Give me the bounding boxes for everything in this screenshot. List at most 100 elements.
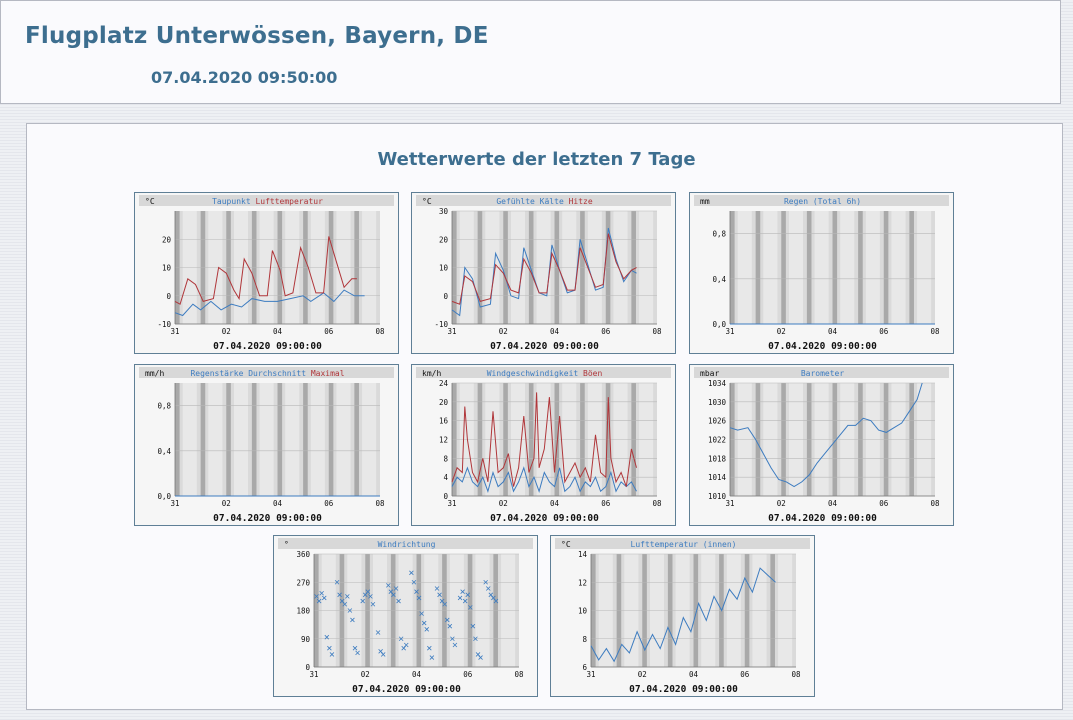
data-point xyxy=(416,595,422,601)
chart-title-part: Regenstärke Durchschnitt xyxy=(190,369,306,378)
night-band xyxy=(251,383,257,496)
data-point xyxy=(429,655,435,660)
day-band xyxy=(763,211,778,324)
y-tick-label: 8 xyxy=(582,635,587,644)
day-band xyxy=(208,383,223,496)
y-tick-label: 12 xyxy=(578,578,587,587)
x-tick-label: 31 xyxy=(725,499,734,508)
chart-title-bar xyxy=(555,538,810,549)
y-tick-label: 20 xyxy=(439,398,449,407)
night-band xyxy=(175,383,180,496)
x-tick-label: 06 xyxy=(879,499,889,508)
night-band xyxy=(277,383,283,496)
chart-title-part: Windrichtung xyxy=(378,540,436,549)
data-point xyxy=(409,570,414,576)
y-tick-label: 16 xyxy=(439,417,449,426)
night-band xyxy=(883,211,889,324)
data-point xyxy=(468,605,473,610)
chart-title-bar xyxy=(694,367,949,378)
chart-wind-speed-gusts: km/h Windgeschwindigkeit Böen 24 20 16 12 8 4 0 3… xyxy=(411,364,676,526)
night-band xyxy=(781,211,786,324)
chart-title-part: Windgeschwindigkeit xyxy=(487,369,579,378)
day-band xyxy=(362,383,377,496)
day-band xyxy=(310,383,325,496)
night-band xyxy=(909,211,914,324)
x-tick-label: 06 xyxy=(601,327,611,336)
chart-title-part: Regen (Total 6h) xyxy=(784,197,861,206)
y-tick-label: 14 xyxy=(578,550,588,559)
data-point xyxy=(462,598,468,604)
x-tick-label: 08 xyxy=(930,327,940,336)
y-tick-label: 8 xyxy=(443,454,448,463)
chart-title-part: Hitze xyxy=(564,197,593,206)
chart-unit-label: °C xyxy=(422,197,432,206)
data-point xyxy=(365,589,371,594)
x-tick-label: 02 xyxy=(222,499,231,508)
day-band xyxy=(814,211,829,324)
day-band xyxy=(788,211,804,324)
chart-unit-label: °C xyxy=(561,540,571,549)
night-band xyxy=(226,383,231,496)
x-tick-label: 04 xyxy=(550,327,560,336)
data-point xyxy=(324,634,330,640)
chart-unit-label: km/h xyxy=(422,369,441,378)
y-tick-label: 4 xyxy=(443,473,448,482)
day-band xyxy=(891,211,906,324)
series-line xyxy=(451,233,637,305)
data-point xyxy=(475,652,481,657)
chart-title-part: Gefühlte Kälte xyxy=(496,197,564,206)
night-band xyxy=(730,211,735,324)
x-tick-label: 31 xyxy=(447,327,456,336)
data-point xyxy=(452,642,458,648)
chart-rain-rate: mm/h Regenstärke Durchschnitt Maximal 0,8 0… xyxy=(134,364,399,526)
data-point xyxy=(439,598,445,604)
y-tick-label: 0,8 xyxy=(712,230,726,239)
series-line xyxy=(451,392,637,487)
data-point xyxy=(368,594,373,599)
data-point xyxy=(437,592,442,598)
night-band xyxy=(858,211,863,324)
x-tick-label: 02 xyxy=(499,499,508,508)
x-tick-label: 31 xyxy=(586,670,595,679)
data-point xyxy=(457,595,463,601)
x-tick-label: 06 xyxy=(324,327,334,336)
chart-indoor-temperature: °C Lufttemperatur (innen) 14 12 10 8 6 31 02 04 06… xyxy=(550,535,815,697)
x-tick-label: 31 xyxy=(170,499,179,508)
data-point xyxy=(427,645,432,651)
y-tick-label: 180 xyxy=(296,607,310,616)
chart-title-bar xyxy=(139,195,394,206)
data-point xyxy=(419,611,424,616)
y-tick-label: 1022 xyxy=(708,436,726,445)
data-point xyxy=(488,592,494,598)
night-band xyxy=(755,211,761,324)
data-point xyxy=(329,652,335,657)
chart-unit-label: mm xyxy=(700,197,710,206)
y-tick-label: 1034 xyxy=(708,379,727,388)
chart-title-bar xyxy=(416,195,671,206)
y-tick-label: 1014 xyxy=(708,473,727,482)
y-tick-label: 360 xyxy=(296,550,310,559)
chart-footer-timestamp: 07.04.2020 09:00:00 xyxy=(768,513,877,524)
y-tick-label: 30 xyxy=(439,207,449,216)
y-tick-label: 0 xyxy=(305,663,310,672)
day-band xyxy=(737,211,752,324)
data-point xyxy=(483,579,488,585)
x-tick-label: 08 xyxy=(930,499,940,508)
x-tick-label: 02 xyxy=(777,327,786,336)
chart-footer-timestamp: 07.04.2020 09:00:00 xyxy=(629,684,738,695)
x-tick-label: 02 xyxy=(361,670,370,679)
chart-title: Lufttemperatur (innen) xyxy=(631,540,737,549)
chart-unit-label: °C xyxy=(145,197,155,206)
chart-title-part: Taupunkt xyxy=(212,197,251,206)
x-tick-label: 02 xyxy=(777,499,786,508)
x-tick-label: 04 xyxy=(273,327,283,336)
chart-title-bar xyxy=(416,367,671,378)
chart-title-part: Barometer xyxy=(801,369,845,378)
x-tick-label: 08 xyxy=(652,499,662,508)
data-point xyxy=(388,589,394,594)
x-tick-label: 06 xyxy=(879,327,889,336)
data-point xyxy=(316,598,322,604)
chart-title: Gefühlte Kälte Hitze xyxy=(496,197,593,206)
data-point xyxy=(393,586,399,591)
